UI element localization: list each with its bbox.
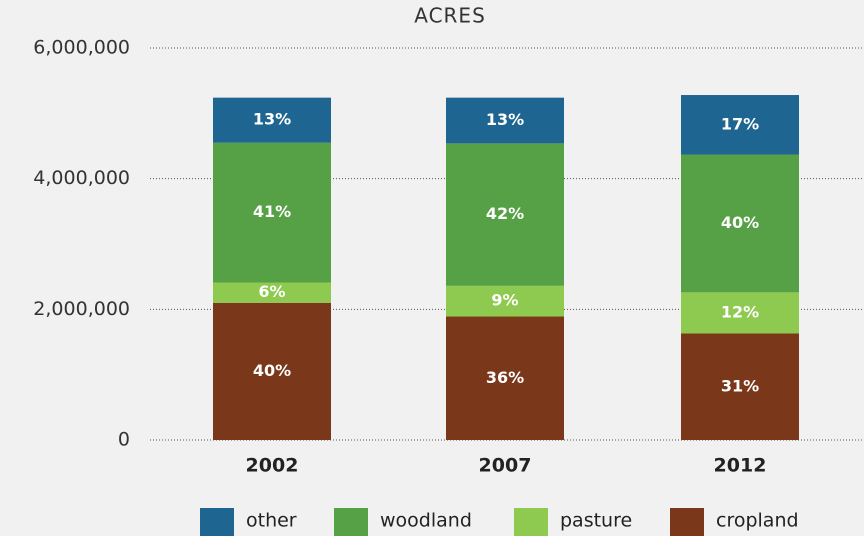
x-tick-label: 2012 <box>714 455 767 477</box>
value-label: 31% <box>721 376 759 395</box>
bar-segment <box>213 142 331 283</box>
legend-swatch <box>334 508 368 536</box>
y-tick-label: 4,000,000 <box>33 167 130 189</box>
bar-segment <box>681 154 799 293</box>
value-label: 13% <box>253 110 291 129</box>
y-tick-label: 6,000,000 <box>33 37 130 59</box>
legend-label: other <box>246 510 297 532</box>
value-label: 17% <box>721 114 759 133</box>
bar-segment <box>681 333 799 440</box>
x-tick-label: 2002 <box>246 455 299 477</box>
y-tick-label: 0 <box>118 429 130 451</box>
legend-label: cropland <box>716 510 799 532</box>
bar-segment <box>446 97 564 144</box>
bar-segment <box>446 143 564 286</box>
value-label: 42% <box>486 204 524 223</box>
value-label: 41% <box>253 202 291 221</box>
bar-segment <box>681 95 799 155</box>
value-label: 9% <box>491 291 518 310</box>
legend-label: woodland <box>380 510 472 532</box>
value-label: 40% <box>721 213 759 232</box>
bar-segment <box>213 282 331 303</box>
bar-segment <box>213 302 331 440</box>
bar-segment <box>213 97 331 143</box>
bar-segment <box>446 285 564 317</box>
bar-segment <box>681 292 799 334</box>
x-tick-label: 2007 <box>479 455 532 477</box>
value-label: 40% <box>253 361 291 380</box>
y-tick-label: 2,000,000 <box>33 298 130 320</box>
value-label: 36% <box>486 368 524 387</box>
value-label: 12% <box>721 302 759 321</box>
legend-swatch <box>670 508 704 536</box>
legend-swatch <box>200 508 234 536</box>
value-label: 6% <box>258 282 285 301</box>
legend-swatch <box>514 508 548 536</box>
chart-title: ACRES <box>414 4 486 28</box>
value-label: 13% <box>486 110 524 129</box>
bar-segment <box>446 316 564 440</box>
legend-label: pasture <box>560 510 632 532</box>
